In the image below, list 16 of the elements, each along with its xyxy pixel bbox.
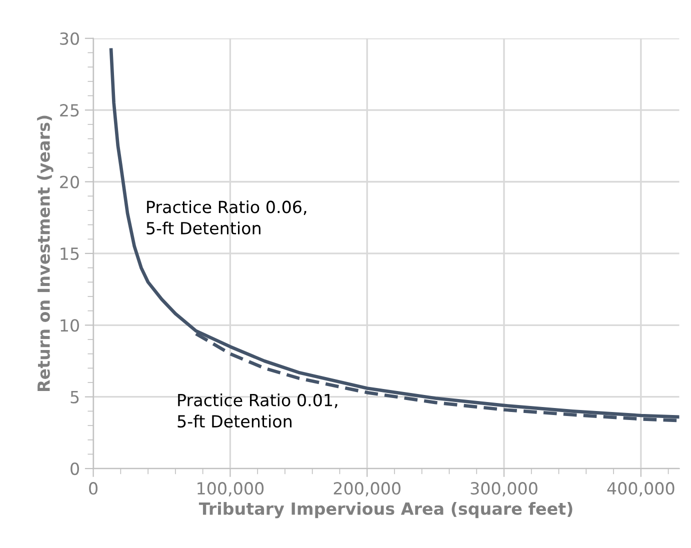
y-tick-label: 25	[60, 104, 79, 117]
y-tick-label: 30	[60, 32, 79, 45]
y-tick-label: 15	[60, 248, 79, 260]
x-tick-label: 100,000	[198, 482, 264, 496]
y-axis-title: Return on Investment (years)	[37, 116, 54, 392]
x-tick-label: 400,000	[607, 482, 674, 496]
y-tick-label: 20	[60, 176, 79, 188]
y-tick-label: 5	[70, 391, 79, 404]
y-tick-label: 0	[70, 462, 79, 476]
x-axis-title: Tributary Impervious Area (square feet)	[198, 502, 572, 518]
annotation: Practice Ratio 0.01, 5-ft Detention	[178, 394, 338, 428]
x-tick-label: 200,000	[334, 482, 400, 496]
y-tick-label: 10	[60, 319, 79, 332]
x-tick-label: 0	[89, 482, 98, 495]
annotation: Practice Ratio 0.06, 5-ft Detention	[146, 200, 306, 234]
x-tick-label: 300,000	[470, 482, 538, 496]
